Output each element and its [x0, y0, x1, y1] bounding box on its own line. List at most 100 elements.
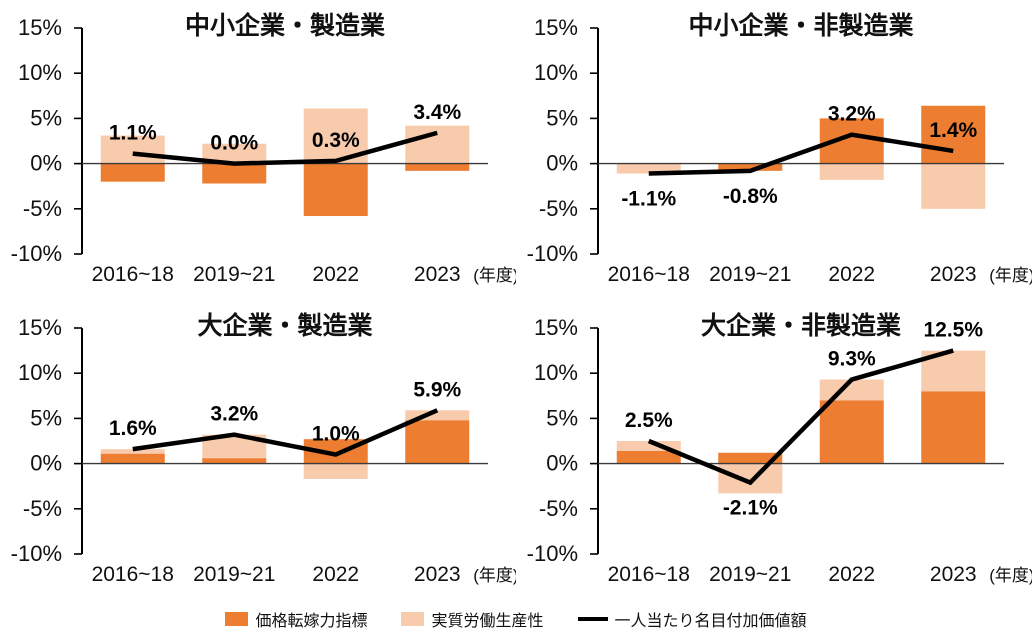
- trend-line: [132, 130, 438, 166]
- line-data-label: 1.4%: [929, 119, 977, 142]
- x-axis-unit-suffix: (年度): [989, 566, 1032, 585]
- bar-segment: [718, 163, 783, 171]
- y-axis-tick-label: 5%: [30, 405, 62, 430]
- line-data-label: 1.6%: [109, 417, 157, 440]
- x-axis-label: 2022: [828, 263, 875, 286]
- bar-segment: [100, 163, 165, 182]
- bar-segment: [100, 453, 165, 464]
- chart-sme-nonmanufacturing: 中小企業・非製造業 15% 10% 5% 0% -5% -10% -1.1% -0.8% 3.2%…: [527, 11, 1032, 286]
- y-axis-tick-label: -5%: [23, 196, 62, 221]
- y-axis-tick-label: 10%: [534, 360, 578, 385]
- y-axis-tick-label: 0%: [30, 451, 62, 476]
- chart-title: 大企業・製造業: [197, 311, 372, 340]
- x-axis-label: 2016~18: [608, 263, 690, 286]
- y-axis-tick-label: 15%: [18, 15, 62, 40]
- bar-segment: [718, 452, 783, 464]
- bar-segment: [202, 143, 267, 164]
- line-data-label: 1.0%: [312, 423, 360, 446]
- line-data-label: 12.5%: [923, 319, 983, 342]
- x-axis-label: 2019~21: [193, 563, 275, 586]
- y-axis-tick-label: -10%: [11, 241, 62, 266]
- bar-segment: [405, 163, 470, 171]
- bar-segment: [819, 163, 884, 180]
- chart-large-nonmanufacturing: 大企業・非製造業 15% 10% 5% 0% -5% -10% 2.5% -2.1% 9.3% 12…: [527, 311, 1032, 586]
- bar-segment: [921, 105, 986, 164]
- bar-swatch-light-orange-icon: [401, 612, 425, 626]
- x-axis-unit-suffix: (年度): [473, 566, 516, 585]
- line-swatch-black-icon: [577, 617, 608, 621]
- bar-segment: [616, 450, 681, 464]
- bar-segment: [921, 163, 986, 209]
- y-axis-tick-label: 0%: [546, 451, 578, 476]
- bar-segment: [303, 463, 368, 479]
- x-axis-label: 2016~18: [92, 563, 174, 586]
- trend-line: [647, 348, 954, 486]
- legend-item-real-labor-productivity: 実質労働生産性: [401, 607, 544, 631]
- bar-segment: [202, 458, 267, 464]
- bar-segment: [819, 400, 884, 464]
- x-axis-label: 2019~21: [709, 563, 791, 586]
- y-axis-tick-label: 10%: [534, 60, 578, 85]
- x-axis-label: 2022: [312, 263, 359, 286]
- bar-segment: [616, 163, 681, 174]
- bar-swatch-dark-orange-icon: [225, 612, 249, 626]
- y-axis-tick-label: 10%: [18, 60, 62, 85]
- bar-segment: [202, 163, 267, 184]
- x-axis-unit-suffix: (年度): [473, 266, 516, 285]
- bar-segment: [100, 449, 165, 454]
- x-axis-label: 2023: [930, 563, 977, 586]
- x-axis-label: 2019~21: [193, 263, 275, 286]
- x-axis-label: 2016~18: [92, 263, 174, 286]
- x-axis-label: 2023: [414, 263, 461, 286]
- x-axis-label: 2023: [414, 563, 461, 586]
- legend-item-price-passthrough: 価格転嫁力指標: [225, 607, 367, 631]
- y-axis-tick-label: 0%: [546, 151, 578, 176]
- y-axis-tick-label: -10%: [527, 541, 578, 566]
- y-axis-tick-label: 15%: [18, 315, 62, 340]
- chart-title: 中小企業・製造業: [185, 11, 385, 40]
- bar-segment: [921, 391, 986, 464]
- legend-item-nominal-value-added: 一人当たり名目付加価値額: [577, 607, 807, 631]
- line-data-label: 5.9%: [413, 378, 461, 401]
- line-data-label: 3.2%: [828, 103, 876, 126]
- line-data-label: 0.3%: [312, 129, 360, 152]
- bar-segment: [202, 434, 267, 459]
- y-axis-tick-label: 5%: [546, 105, 578, 130]
- charts-grid: 中小企業・製造業 15% 10% 5% 0% -5% -10% 1.1% 0.0% 0.3% 3.4…: [11, 11, 1032, 586]
- x-axis-label: 2016~18: [608, 563, 690, 586]
- y-axis-tick-label: -5%: [23, 496, 62, 521]
- line-data-label: 9.3%: [828, 348, 876, 371]
- y-axis-tick-label: -5%: [539, 496, 578, 521]
- x-axis-label: 2019~21: [709, 263, 791, 286]
- line-data-label: 3.2%: [210, 403, 258, 426]
- y-axis-tick-label: 5%: [546, 405, 578, 430]
- y-axis-tick-label: -10%: [527, 241, 578, 266]
- bar-segment: [303, 163, 368, 217]
- legend: 価格転嫁力指標 実質労働生産性 一人当たり名目付加価値額: [0, 600, 1032, 636]
- line-data-label: -2.1%: [723, 497, 778, 520]
- chart-sme-manufacturing: 中小企業・製造業 15% 10% 5% 0% -5% -10% 1.1% 0.0% 0.3% 3.4…: [11, 11, 516, 286]
- legend-label-real-labor-productivity: 実質労働生産性: [431, 613, 544, 630]
- bar-segment: [616, 441, 681, 451]
- chart-title: 中小企業・非製造業: [688, 11, 913, 40]
- x-axis-unit-suffix: (年度): [989, 266, 1032, 285]
- y-axis-tick-label: -10%: [11, 541, 62, 566]
- trend-line: [132, 408, 439, 457]
- bar-segment: [405, 125, 470, 164]
- line-data-label: 1.1%: [109, 122, 157, 145]
- line-data-label: -1.1%: [621, 188, 676, 211]
- bar-segment: [718, 463, 783, 494]
- line-data-label: -0.8%: [723, 185, 778, 208]
- bar-segment: [405, 410, 470, 421]
- x-axis-label: 2022: [312, 563, 359, 586]
- line-data-label: 3.4%: [413, 101, 461, 124]
- y-axis-tick-label: 15%: [534, 15, 578, 40]
- y-axis-tick-label: 10%: [18, 360, 62, 385]
- legend-label-price-passthrough: 価格転嫁力指標: [255, 613, 368, 630]
- legend-label-nominal-value-added: 一人当たり名目付加価値額: [614, 613, 807, 630]
- chart-large-manufacturing: 大企業・製造業 15% 10% 5% 0% -5% -10% 1.6% 3.2% 1.0% 5.9%…: [11, 311, 516, 586]
- x-axis-label: 2023: [930, 263, 977, 286]
- chart-title: 大企業・非製造業: [701, 311, 901, 340]
- y-axis-tick-label: 15%: [534, 315, 578, 340]
